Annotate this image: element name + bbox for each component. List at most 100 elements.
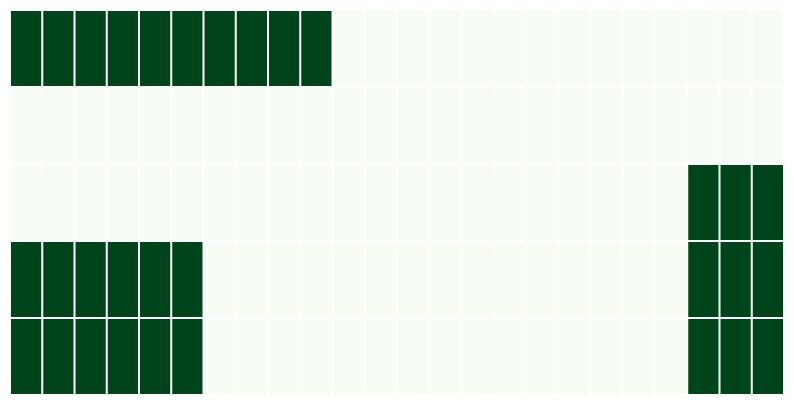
- heatmap-cell-r3-c14: [462, 242, 493, 317]
- heatmap-cell-r2-c23: [752, 165, 783, 240]
- heatmap-cell-r0-c9: [301, 11, 332, 86]
- heatmap-cell-r0-c19: [623, 11, 654, 86]
- heatmap-cell-r3-c7: [236, 242, 267, 317]
- heatmap-cell-r1-c19: [623, 88, 654, 163]
- heatmap-cell-r2-c14: [462, 165, 493, 240]
- heatmap-cell-r3-c9: [301, 242, 332, 317]
- heatmap-cell-r2-c4: [140, 165, 171, 240]
- heatmap-cell-r1-c23: [752, 88, 783, 163]
- heatmap-cell-r2-c5: [172, 165, 203, 240]
- heatmap-cell-r1-c2: [75, 88, 106, 163]
- heatmap-cell-r1-c12: [398, 88, 429, 163]
- heatmap-cell-r3-c11: [365, 242, 396, 317]
- heatmap-cell-r2-c3: [107, 165, 138, 240]
- heatmap-cell-r3-c18: [591, 242, 622, 317]
- heatmap-cell-r0-c8: [269, 11, 300, 86]
- heatmap-cell-r2-c20: [656, 165, 687, 240]
- heatmap-cell-r2-c7: [236, 165, 267, 240]
- heatmap-cell-r4-c23: [752, 319, 783, 394]
- heatmap-cell-r4-c5: [172, 319, 203, 394]
- heatmap-cell-r0-c7: [236, 11, 267, 86]
- heatmap-cell-r1-c22: [720, 88, 751, 163]
- heatmap-cell-r1-c15: [494, 88, 525, 163]
- heatmap-cell-r0-c3: [107, 11, 138, 86]
- heatmap-cell-r2-c13: [430, 165, 461, 240]
- heatmap-cell-r2-c12: [398, 165, 429, 240]
- heatmap-cell-r4-c20: [656, 319, 687, 394]
- heatmap-cell-r4-c21: [688, 319, 719, 394]
- heatmap-cell-r4-c22: [720, 319, 751, 394]
- heatmap-cell-r3-c8: [269, 242, 300, 317]
- heatmap-cell-r3-c23: [752, 242, 783, 317]
- heatmap-cell-r3-c4: [140, 242, 171, 317]
- heatmap-cell-r0-c12: [398, 11, 429, 86]
- heatmap-cell-r0-c21: [688, 11, 719, 86]
- heatmap-cell-r0-c13: [430, 11, 461, 86]
- heatmap-cell-r4-c4: [140, 319, 171, 394]
- heatmap-cell-r1-c4: [140, 88, 171, 163]
- heatmap-cell-r2-c15: [494, 165, 525, 240]
- heatmap-cell-r2-c17: [559, 165, 590, 240]
- heatmap-cell-r4-c1: [43, 319, 74, 394]
- heatmap-cell-r4-c6: [204, 319, 235, 394]
- heatmap-cell-r4-c0: [11, 319, 42, 394]
- heatmap-cell-r4-c3: [107, 319, 138, 394]
- heatmap-cell-r0-c2: [75, 11, 106, 86]
- heatmap-cell-r0-c6: [204, 11, 235, 86]
- heatmap-cell-r2-c10: [333, 165, 364, 240]
- heatmap-cell-r2-c21: [688, 165, 719, 240]
- heatmap-cell-r1-c8: [269, 88, 300, 163]
- heatmap-cell-r4-c14: [462, 319, 493, 394]
- heatmap-cell-r0-c16: [527, 11, 558, 86]
- heatmap-cell-r2-c19: [623, 165, 654, 240]
- heatmap-cell-r0-c11: [365, 11, 396, 86]
- heatmap-cell-r3-c21: [688, 242, 719, 317]
- heatmap-cell-r4-c17: [559, 319, 590, 394]
- heatmap-cell-r4-c9: [301, 319, 332, 394]
- heatmap-cell-r3-c13: [430, 242, 461, 317]
- heatmap-cell-r2-c9: [301, 165, 332, 240]
- heatmap-cell-r3-c16: [527, 242, 558, 317]
- heatmap-cell-r3-c10: [333, 242, 364, 317]
- heatmap-cell-r1-c14: [462, 88, 493, 163]
- heatmap-cell-r2-c0: [11, 165, 42, 240]
- heatmap-cell-r1-c13: [430, 88, 461, 163]
- heatmap-cell-r4-c16: [527, 319, 558, 394]
- heatmap-cell-r4-c15: [494, 319, 525, 394]
- heatmap-cell-r3-c3: [107, 242, 138, 317]
- heatmap-cell-r1-c10: [333, 88, 364, 163]
- heatmap-cell-r1-c0: [11, 88, 42, 163]
- heatmap-cell-r3-c1: [43, 242, 74, 317]
- heatmap-cell-r0-c5: [172, 11, 203, 86]
- heatmap-cell-r0-c15: [494, 11, 525, 86]
- heatmap-cell-r0-c0: [11, 11, 42, 86]
- heatmap-cell-r3-c0: [11, 242, 42, 317]
- heatmap-cell-r1-c18: [591, 88, 622, 163]
- heatmap-cell-r3-c19: [623, 242, 654, 317]
- heatmap-cell-r1-c6: [204, 88, 235, 163]
- heatmap-cell-r2-c16: [527, 165, 558, 240]
- heatmap-cell-r1-c16: [527, 88, 558, 163]
- heatmap-cell-r2-c6: [204, 165, 235, 240]
- heatmap-cell-r4-c12: [398, 319, 429, 394]
- heatmap-cell-r0-c10: [333, 11, 364, 86]
- heatmap-cell-r0-c20: [656, 11, 687, 86]
- heatmap-cell-r2-c11: [365, 165, 396, 240]
- heatmap-cell-r3-c5: [172, 242, 203, 317]
- heatmap-plot-area: [10, 10, 784, 395]
- heatmap-cell-r0-c23: [752, 11, 783, 86]
- heatmap-cell-r2-c22: [720, 165, 751, 240]
- heatmap-cell-r2-c2: [75, 165, 106, 240]
- heatmap-cell-r4-c2: [75, 319, 106, 394]
- heatmap-cell-r4-c19: [623, 319, 654, 394]
- heatmap-cell-r0-c17: [559, 11, 590, 86]
- heatmap-cell-r0-c18: [591, 11, 622, 86]
- heatmap-cell-r3-c22: [720, 242, 751, 317]
- heatmap-cell-r1-c20: [656, 88, 687, 163]
- heatmap-cell-r3-c15: [494, 242, 525, 317]
- heatmap-cell-r0-c22: [720, 11, 751, 86]
- heatmap-cell-r3-c6: [204, 242, 235, 317]
- heatmap-cell-r2-c1: [43, 165, 74, 240]
- heatmap-cell-r0-c4: [140, 11, 171, 86]
